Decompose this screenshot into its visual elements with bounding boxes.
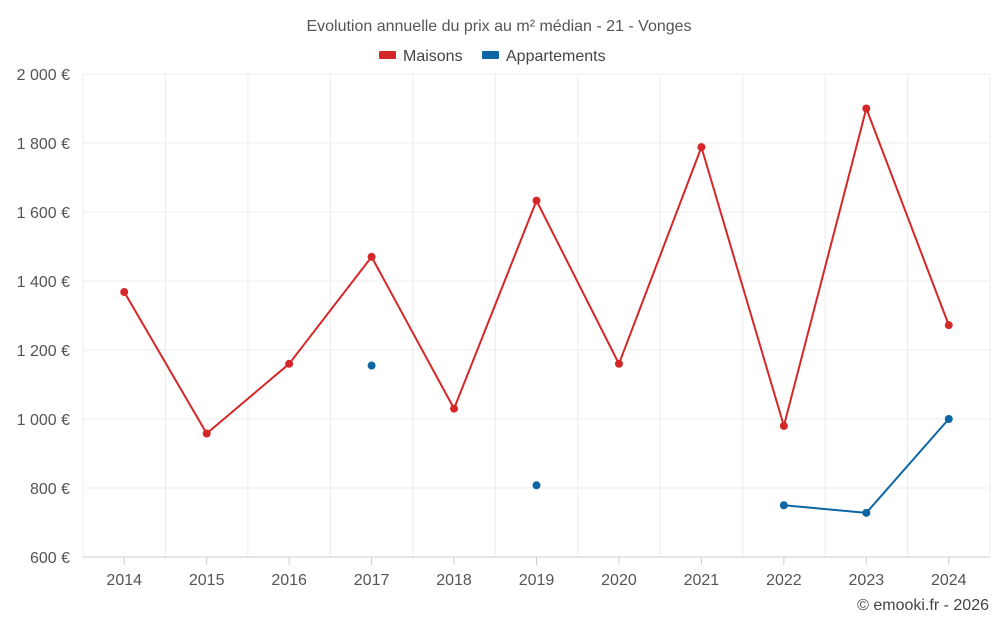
data-point-appartements[interactable] [779, 501, 788, 510]
series-maisons [120, 104, 953, 438]
x-tick-label: 2023 [849, 572, 885, 589]
y-tick-label: 1 400 € [17, 274, 70, 291]
data-point-maisons[interactable] [779, 421, 788, 430]
x-tick-label: 2019 [519, 572, 555, 589]
series-line-appartements [783, 418, 950, 514]
chart-title: Evolution annuelle du prix au m² médian … [306, 18, 691, 35]
y-tick-label: 1 200 € [17, 343, 70, 360]
y-axis: 600 € 800 € 1 000 € 1 200 € 1 400 € 1 600 € 1 … [17, 67, 70, 567]
data-point-maisons[interactable] [120, 288, 129, 297]
y-tick-label: 1 600 € [17, 205, 70, 222]
data-point-maisons[interactable] [202, 429, 211, 438]
legend-item-appartements[interactable]: Appartements [482, 48, 606, 65]
data-point-maisons[interactable] [532, 196, 541, 205]
data-point-appartements[interactable] [862, 508, 871, 517]
legend-label-appartements: Appartements [506, 48, 606, 65]
data-point-maisons[interactable] [367, 252, 376, 261]
grid [82, 73, 991, 558]
x-tick-label: 2024 [931, 572, 967, 589]
data-point-appartements[interactable] [944, 415, 953, 423]
x-tick-label: 2022 [766, 572, 802, 589]
data-point-maisons[interactable] [944, 321, 953, 330]
x-axis: 2014 2015 2016 2017 2018 2019 2020 2021 2022 2023… [83, 556, 990, 589]
y-tick-label: 1 000 € [17, 412, 70, 429]
y-tick-label: 600 € [30, 550, 70, 567]
x-tick-label: 2015 [189, 572, 225, 589]
series-appartements [367, 361, 953, 517]
data-point-maisons[interactable] [614, 359, 623, 368]
legend-swatch-maisons [379, 51, 396, 59]
x-tick-label: 2017 [354, 572, 390, 589]
x-tick-label: 2018 [436, 572, 472, 589]
data-point-maisons[interactable] [862, 104, 871, 113]
y-tick-label: 1 800 € [17, 136, 70, 153]
series-layer [120, 104, 953, 517]
legend-label-maisons: Maisons [403, 48, 463, 65]
credit-text: © emooki.fr - 2026 [857, 597, 989, 614]
data-point-maisons[interactable] [285, 359, 294, 368]
y-tick-label: 2 000 € [17, 67, 70, 84]
x-tick-label: 2016 [271, 572, 307, 589]
data-point-appartements[interactable] [367, 361, 376, 370]
x-tick-label: 2014 [106, 572, 142, 589]
x-tick-label: 2021 [684, 572, 720, 589]
data-point-maisons[interactable] [697, 143, 706, 152]
data-point-maisons[interactable] [450, 404, 459, 413]
data-point-appartements[interactable] [532, 481, 541, 490]
legend: Maisons Appartements [379, 48, 606, 65]
y-tick-label: 800 € [30, 481, 70, 498]
x-tick-label: 2020 [601, 572, 637, 589]
legend-swatch-appartements [482, 51, 499, 59]
legend-item-maisons[interactable]: Maisons [379, 48, 463, 65]
